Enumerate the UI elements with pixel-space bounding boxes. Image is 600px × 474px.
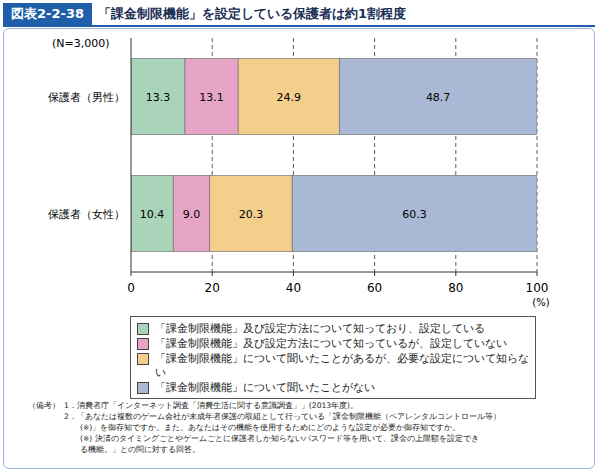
data-label: 60.3: [402, 208, 427, 221]
legend-swatch: [137, 338, 149, 350]
bar: [238, 58, 339, 134]
data-labels: 13.3 13.1 24.9 48.7 10.4 9.0 20.3 60.3: [140, 91, 451, 221]
legend-item: 「課金制限機能」について聞いたことがあるが、必要な設定について知らない: [137, 351, 529, 379]
axis-label: (%): [532, 297, 549, 308]
tick-mark: [131, 272, 132, 276]
data-label: 13.1: [199, 91, 224, 104]
bar: [292, 175, 537, 251]
data-label: 13.3: [146, 91, 171, 104]
notes-body: 1．消費者庁「インターネット調査「消費生活に関する意識調査」」(2013年度)。…: [64, 400, 584, 455]
tick-mark: [293, 272, 294, 276]
tick-label: 100: [526, 281, 549, 295]
tick-mark: [537, 272, 538, 276]
data-label: 48.7: [426, 91, 451, 104]
legend-text: 「課金制限機能」について聞いたことがない: [155, 380, 375, 394]
tick-label: 0: [127, 281, 135, 295]
y-axis: [131, 38, 132, 272]
data-label: 24.9: [276, 91, 301, 104]
note-line: 2．「あなたは複数のゲーム会社が未成年者保護の取組として行っている「課金制限機能…: [64, 411, 584, 422]
notes-label: （備考）: [28, 400, 60, 411]
data-label: 10.4: [140, 208, 165, 221]
bars: [131, 58, 537, 251]
legend-text: 「課金制限機能」及び設定方法について知っており、設定している: [155, 321, 485, 335]
figure-number: 図表2-2-38: [3, 3, 92, 25]
annotation: (N=3,000): [52, 37, 110, 50]
tick-mark: [374, 272, 375, 276]
note-line: (※) 決済のタイミングごとやゲームごとに保護者しか知らないパスワード等を用いて…: [64, 433, 584, 444]
bar: [173, 175, 210, 251]
tick-label: 40: [286, 281, 301, 295]
bar: [131, 175, 173, 251]
bar: [339, 58, 537, 134]
tick-label: 60: [367, 281, 382, 295]
legend-swatch: [137, 323, 149, 335]
legend-swatch: [137, 382, 149, 394]
data-label: 20.3: [239, 208, 264, 221]
tick-mark: [455, 272, 456, 276]
legend-text: 「課金制限機能」及び設定方法について知っているが、設定していない: [155, 336, 507, 350]
note-line: (※)」を御存知ですか。また、あなたはその機能を使用するためにどのような設定が必…: [64, 422, 584, 433]
legend-item: 「課金制限機能」について聞いたことがない: [137, 380, 529, 394]
legend-text: 「課金制限機能」について聞いたことがあるが、必要な設定について知らない: [155, 351, 529, 379]
chart: (N=3,000) 0 20 40 60 80 100 (%) 13.3 13.1 24.9 48.7…: [0, 0, 600, 310]
bar: [210, 175, 292, 251]
data-label: 9.0: [183, 208, 201, 221]
bar: [185, 58, 238, 134]
category-label: 保護者（男性）: [48, 91, 125, 104]
bar: [131, 58, 185, 134]
tick-mark: [212, 272, 213, 276]
tick-label: 80: [448, 281, 463, 295]
tick-label: 20: [205, 281, 220, 295]
note-line: る機能。」との問に対する回答。: [64, 444, 584, 455]
title: 「課金制限機能」を設定している保護者は約1割程度: [98, 3, 406, 25]
header-line: [3, 25, 595, 27]
note-line: 1．消費者庁「インターネット調査「消費生活に関する意識調査」」(2013年度)。: [64, 400, 584, 411]
x-axis: [131, 272, 537, 273]
legend-item: 「課金制限機能」及び設定方法について知っているが、設定していない: [137, 336, 529, 350]
legend-swatch: [137, 353, 149, 365]
legend: 「課金制限機能」及び設定方法について知っており、設定している「課金制限機能」及び…: [130, 316, 536, 399]
legend-item: 「課金制限機能」及び設定方法について知っており、設定している: [137, 321, 529, 335]
category-label: 保護者（女性）: [48, 208, 125, 221]
